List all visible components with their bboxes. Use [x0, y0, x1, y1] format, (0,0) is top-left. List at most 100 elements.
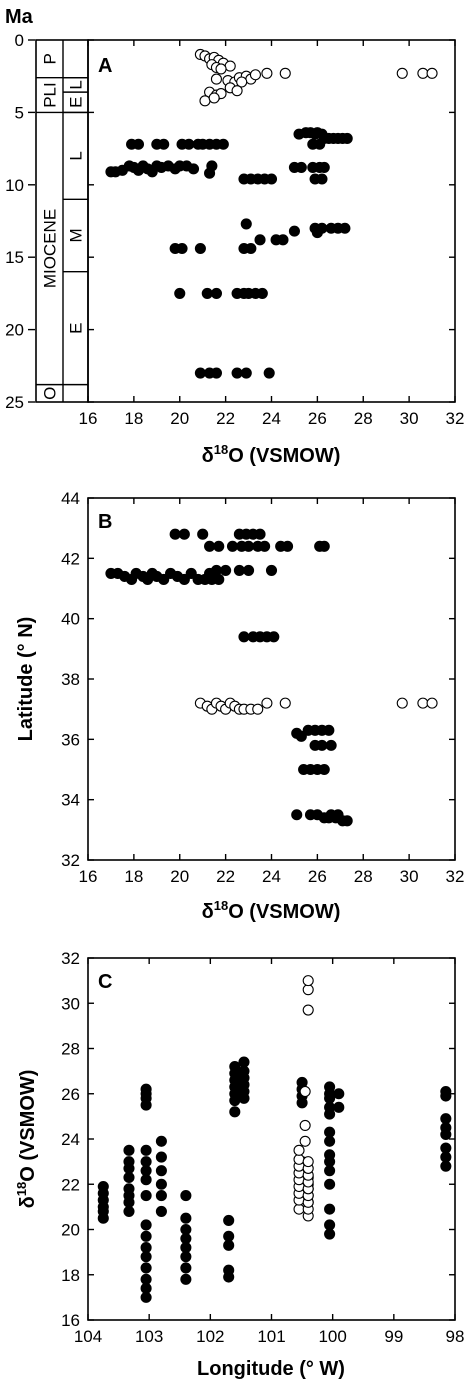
c-y-tick-label: 32: [61, 949, 80, 968]
b-y-tick-label: 32: [61, 851, 80, 870]
b-x-tick-label: 22: [216, 867, 235, 886]
a-x-tick-label: 20: [170, 409, 189, 428]
b-filled-point: [268, 631, 280, 643]
a-filled-point: [295, 161, 307, 173]
sub-epoch-label: L: [67, 151, 86, 160]
c-filled-point: [324, 1126, 336, 1138]
a-open-point: [215, 63, 227, 75]
a-x-tick-label: 18: [124, 409, 143, 428]
a-open-point: [208, 92, 220, 104]
c-y-tick-label: 24: [61, 1130, 80, 1149]
c-y-tick-label: 18: [61, 1266, 80, 1285]
c-x-tick-label: 98: [446, 1327, 464, 1346]
panel-a-letter: A: [98, 55, 112, 77]
epoch-label: MIOCENE: [41, 209, 60, 288]
c-open-point: [302, 1156, 314, 1168]
panel-c-letter: C: [98, 971, 112, 993]
b-filled-point: [316, 739, 328, 751]
a-filled-point: [194, 242, 206, 255]
a-open-point: [279, 67, 291, 79]
a-open-point: [224, 60, 236, 72]
c-filled-point: [223, 1264, 235, 1276]
c-open-point: [293, 1144, 305, 1156]
c-x-tick-label: 99: [384, 1327, 403, 1346]
panel-c-points: [97, 975, 452, 1303]
b-filled-point: [295, 730, 307, 742]
panel-b-letter: B: [98, 511, 112, 533]
a-filled-point: [245, 242, 257, 255]
panel-b-plot-frame: [87, 497, 456, 861]
c-filled-point: [324, 1219, 336, 1231]
b-filled-point: [238, 631, 250, 643]
a-filled-point: [201, 287, 213, 299]
c-filled-point: [123, 1156, 135, 1168]
b-filled-point: [341, 815, 353, 827]
a-filled-point: [204, 167, 216, 179]
c-filled-point: [123, 1205, 135, 1217]
a-filled-point: [277, 234, 289, 246]
a-filled-point: [265, 173, 278, 185]
a-y-tick-label: 20: [5, 321, 24, 340]
a-filled-point: [194, 367, 206, 379]
b-y-tick-label: 34: [61, 791, 80, 810]
a-filled-point: [183, 138, 195, 150]
sub-epoch-label: M: [67, 228, 86, 242]
a-x-tick-label: 16: [79, 409, 98, 428]
panel-b-x-ticks: 16 18 20 22 24 26 28 30 32: [79, 498, 464, 886]
a-x-tick-label: 26: [308, 409, 327, 428]
c-filled-point: [140, 1251, 152, 1263]
c-filled-point: [140, 1083, 152, 1095]
c-filled-point: [180, 1223, 192, 1236]
panel-b-x-axis-title: δ18O (VSMOW): [202, 898, 341, 923]
c-filled-point: [440, 1142, 452, 1154]
b-open-point: [396, 697, 408, 709]
a-y-tick-label: 25: [5, 393, 24, 412]
c-filled-point: [296, 1076, 308, 1088]
a-open-point: [249, 69, 261, 81]
b-filled-point: [213, 573, 225, 586]
b-filled-point: [282, 540, 294, 552]
b-y-tick-label: 36: [61, 730, 80, 749]
a-filled-point: [210, 287, 222, 299]
a-filled-point: [254, 234, 266, 246]
epoch-label: PLI: [41, 82, 60, 108]
a-filled-point: [240, 218, 252, 230]
a-x-tick-label: 32: [446, 409, 464, 428]
b-filled-point: [204, 540, 216, 552]
b-filled-point: [169, 528, 181, 540]
panel-a-points: [105, 48, 438, 379]
c-filled-point: [440, 1160, 452, 1172]
a-filled-point: [339, 222, 351, 234]
a-y-tick-label: 0: [15, 31, 24, 50]
c-filled-point: [140, 1291, 152, 1303]
a-filled-point: [231, 367, 243, 379]
c-filled-point: [223, 1230, 235, 1242]
a-filled-point: [288, 225, 300, 237]
a-x-tick-label: 30: [400, 409, 419, 428]
c-filled-point: [324, 1081, 336, 1093]
b-open-point: [417, 697, 429, 709]
b-filled-point: [291, 809, 303, 821]
a-open-point: [396, 67, 408, 79]
c-filled-point: [440, 1122, 452, 1134]
b-filled-point: [158, 573, 170, 586]
c-filled-point: [223, 1239, 235, 1251]
b-y-tick-label: 40: [61, 610, 80, 629]
panel-a-y-axis-title: Ma: [5, 6, 34, 28]
c-filled-point: [229, 1106, 241, 1118]
a-filled-point: [210, 367, 222, 379]
panel-c-y-axis-title: δ18O (VSMOW): [14, 1070, 39, 1209]
c-filled-point: [140, 1144, 152, 1156]
panel-b-points: [105, 528, 438, 827]
a-x-tick-label: 24: [262, 409, 281, 428]
c-filled-point: [180, 1262, 192, 1274]
b-open-point: [261, 697, 273, 709]
c-filled-point: [180, 1190, 192, 1202]
b-x-tick-label: 30: [400, 867, 419, 886]
a-filled-point: [240, 367, 252, 379]
b-filled-point: [254, 528, 266, 540]
c-filled-point: [324, 1165, 336, 1177]
c-filled-point: [238, 1056, 250, 1068]
